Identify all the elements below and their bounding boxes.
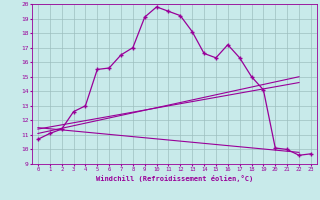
X-axis label: Windchill (Refroidissement éolien,°C): Windchill (Refroidissement éolien,°C) [96,175,253,182]
